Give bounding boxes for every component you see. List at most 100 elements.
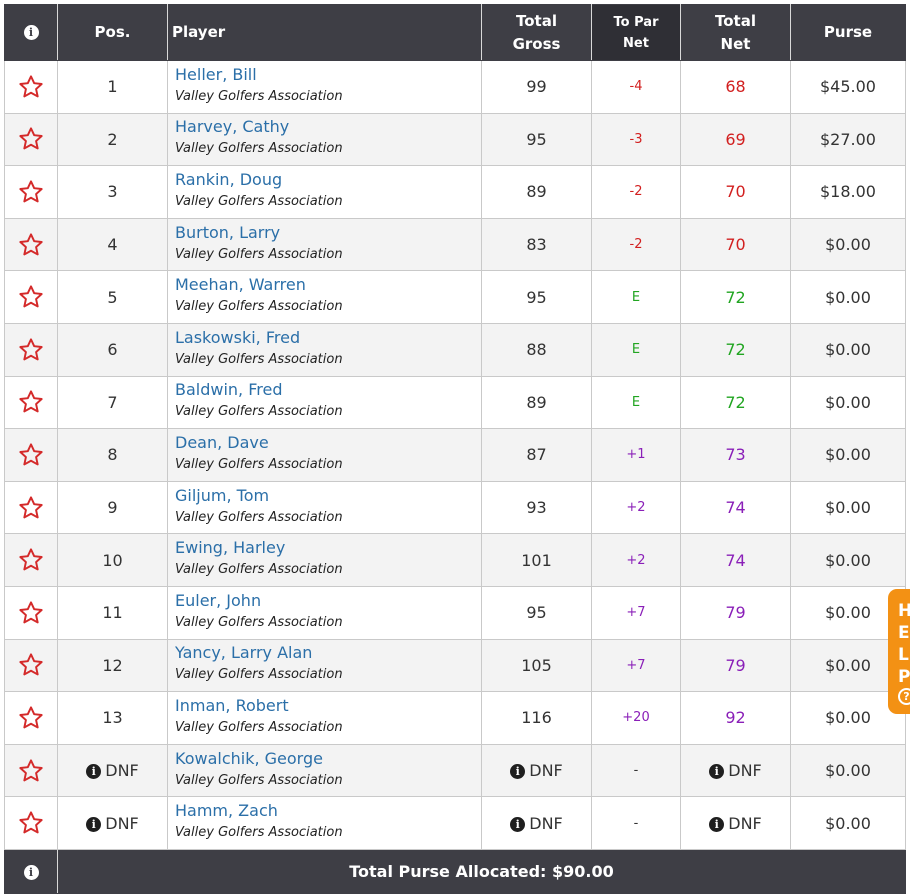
favorite-star-cell[interactable] — [4, 585, 58, 640]
help-letter-p: P — [898, 667, 910, 687]
footer-info[interactable]: i — [4, 848, 58, 894]
star-icon[interactable] — [18, 338, 44, 361]
player-name-link[interactable]: Dean, Dave — [175, 432, 269, 452]
player-name-link[interactable]: Hamm, Zach — [175, 801, 278, 821]
player-name-link[interactable]: Heller, Bill — [175, 64, 257, 84]
gross-cell: i DNF — [481, 796, 592, 850]
star-icon[interactable] — [18, 75, 44, 98]
help-letter-l: L — [898, 645, 909, 665]
favorite-star-cell[interactable] — [4, 691, 58, 745]
player-name-link[interactable]: Kowalchik, George — [175, 748, 323, 768]
favorite-star-cell[interactable] — [4, 217, 58, 272]
pos-value: 3 — [107, 182, 118, 202]
player-name-link[interactable]: Ewing, Harley — [175, 538, 286, 558]
pos-value: 2 — [107, 129, 118, 149]
star-icon[interactable] — [18, 127, 44, 150]
info-icon[interactable]: i — [510, 816, 526, 832]
gross-value: 99 — [526, 77, 547, 97]
pos-cell: 3 — [57, 165, 168, 219]
info-icon[interactable]: i — [86, 816, 102, 832]
player-name-link[interactable]: Meehan, Warren — [175, 275, 306, 295]
favorite-star-cell[interactable] — [4, 375, 58, 430]
favorite-star-cell[interactable] — [4, 322, 58, 377]
star-icon[interactable] — [18, 811, 44, 834]
star-icon[interactable] — [18, 706, 44, 729]
player-cell: Burton, Larry Valley Golfers Association — [167, 217, 482, 272]
star-icon[interactable] — [18, 758, 44, 781]
to-par-cell: +7 — [591, 638, 681, 693]
pos-value: 9 — [107, 498, 118, 518]
player-name-link[interactable]: Giljum, Tom — [175, 485, 270, 505]
favorite-star-cell[interactable] — [4, 743, 58, 798]
table-row: 1 Heller, Bill Valley Golfers Association 9… — [4, 60, 906, 114]
table-row: 4 Burton, Larry Valley Golfers Association… — [4, 217, 906, 272]
player-name-link[interactable]: Burton, Larry — [175, 222, 281, 242]
gross-value: 116 — [521, 708, 552, 728]
gross-value: 95 — [526, 603, 547, 623]
gross-cell: 101 — [481, 533, 592, 587]
purse-value: $0.00 — [825, 445, 871, 465]
favorite-star-cell[interactable] — [4, 270, 58, 324]
player-name-link[interactable]: Harvey, Cathy — [175, 117, 290, 137]
star-icon[interactable] — [18, 443, 44, 466]
header-info[interactable]: i — [4, 4, 58, 61]
favorite-star-cell[interactable] — [4, 533, 58, 587]
pos-cell: 4 — [57, 217, 168, 272]
star-icon[interactable] — [18, 548, 44, 571]
player-name-link[interactable]: Laskowski, Fred — [175, 327, 301, 347]
star-icon[interactable] — [18, 232, 44, 255]
header-total-net[interactable]: Total Net — [680, 4, 791, 61]
help-tab[interactable] — [888, 589, 910, 714]
header-to-par-net[interactable]: To Par Net — [591, 4, 681, 61]
player-name-link[interactable]: Rankin, Doug — [175, 169, 283, 189]
table-row: 3 Rankin, Doug Valley Golfers Association 8… — [4, 165, 906, 219]
header-pos[interactable]: Pos. — [57, 4, 168, 61]
info-icon[interactable]: i — [86, 764, 102, 780]
player-org: Valley Golfers Association — [175, 246, 343, 262]
favorite-star-cell[interactable] — [4, 112, 58, 167]
gross-cell: 89 — [481, 375, 592, 430]
net-value: 79 — [725, 603, 746, 623]
favorite-star-cell[interactable] — [4, 428, 58, 482]
player-name-link[interactable]: Yancy, Larry Alan — [175, 643, 313, 663]
favorite-star-cell[interactable] — [4, 480, 58, 535]
header-player[interactable]: Player — [167, 4, 482, 61]
player-name-link[interactable]: Euler, John — [175, 590, 262, 610]
player-cell: Kowalchik, George Valley Golfers Associat… — [167, 743, 482, 798]
to-par-value: +7 — [626, 657, 646, 673]
player-name-link[interactable]: Baldwin, Fred — [175, 380, 283, 400]
favorite-star-cell[interactable] — [4, 165, 58, 219]
info-icon[interactable]: i — [23, 25, 39, 40]
header-total-gross[interactable]: Total Gross — [481, 4, 592, 61]
favorite-star-cell[interactable] — [4, 638, 58, 693]
purse-value: $0.00 — [825, 708, 871, 728]
info-icon[interactable]: i — [709, 816, 725, 832]
to-par-value: -3 — [629, 131, 643, 147]
info-icon[interactable]: i — [709, 764, 725, 780]
purse-value: $45.00 — [820, 77, 876, 97]
player-name-link[interactable]: Inman, Robert — [175, 695, 289, 715]
purse-cell: $27.00 — [790, 112, 906, 167]
net-value: 70 — [725, 182, 746, 202]
player-org: Valley Golfers Association — [175, 351, 343, 367]
gross-cell: 88 — [481, 322, 592, 377]
favorite-star-cell[interactable] — [4, 60, 58, 114]
gross-value: 105 — [521, 655, 552, 675]
to-par-cell: -3 — [591, 112, 681, 167]
star-icon[interactable] — [18, 390, 44, 413]
star-icon[interactable] — [18, 180, 44, 203]
star-icon[interactable] — [18, 285, 44, 308]
star-icon[interactable] — [18, 495, 44, 518]
player-org: Valley Golfers Association — [175, 667, 343, 683]
pos-cell: 2 — [57, 112, 168, 167]
star-icon[interactable] — [18, 653, 44, 676]
info-icon[interactable]: i — [23, 864, 39, 880]
net-cell: 72 — [680, 375, 791, 430]
star-icon[interactable] — [18, 601, 44, 624]
info-icon[interactable]: i — [510, 764, 526, 780]
favorite-star-cell[interactable] — [4, 796, 58, 850]
help-tab-label[interactable]: H E L P ? — [898, 600, 910, 705]
net-value: 70 — [725, 235, 746, 255]
to-par-value: +2 — [626, 500, 646, 516]
header-purse[interactable]: Purse — [790, 4, 906, 61]
